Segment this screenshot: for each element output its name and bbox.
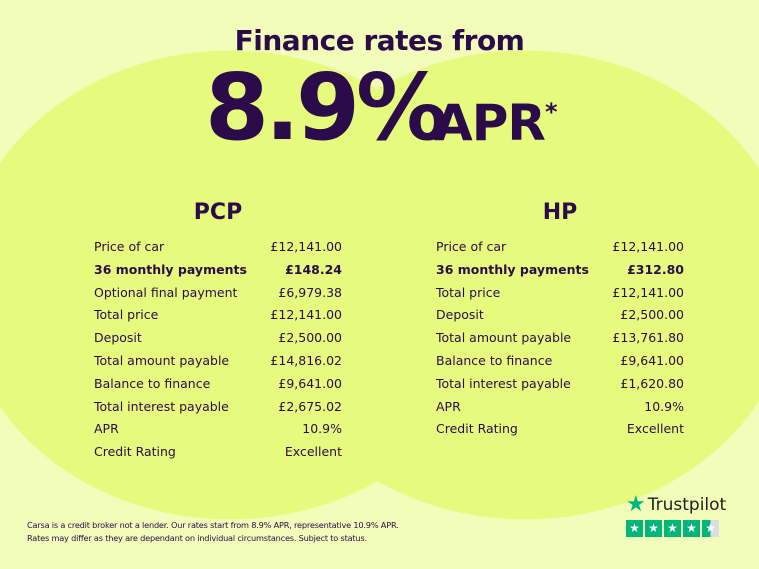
table-row: APR 10.9% (436, 396, 684, 419)
hp-rows: Price of car £12,141.00 36 monthly payment… (436, 236, 684, 441)
disclaimer: Carsa is a credit broker not a lender. O… (27, 519, 447, 544)
row-value: Excellent (626, 421, 684, 437)
row-label: Total price (94, 307, 159, 323)
row-label: Deposit (436, 307, 484, 323)
table-row: Balance to finance £9,641.00 (94, 373, 342, 396)
table-row: Price of car £12,141.00 (94, 236, 342, 259)
row-value: £14,816.02 (270, 352, 342, 368)
trustpilot-badge: ★ Trustpilot ★ ★ ★ ★ ★ (626, 494, 736, 537)
row-value: 10.9% (302, 421, 342, 437)
row-value: £9,641.00 (278, 375, 342, 391)
table-row: Optional final payment £6,979.38 (94, 282, 342, 305)
row-value: £12,141.00 (612, 284, 684, 300)
row-value: £2,500.00 (278, 330, 342, 346)
row-label: 36 monthly payments (436, 261, 589, 277)
row-label: Total interest payable (436, 375, 571, 391)
trustpilot-logo: ★ Trustpilot (626, 494, 736, 516)
row-label: Balance to finance (436, 352, 553, 368)
trustpilot-star-icon: ★ (626, 492, 646, 517)
table-row: Price of car £12,141.00 (436, 236, 684, 259)
row-label: APR (94, 421, 119, 437)
disclaimer-line-2: Rates may differ as they are dependant o… (27, 532, 367, 543)
row-label: Total interest payable (94, 398, 229, 414)
rating-star-icon: ★ (645, 520, 662, 537)
rating-star-icon: ★ (702, 520, 719, 537)
table-row: Balance to finance £9,641.00 (436, 350, 684, 373)
row-label: Price of car (94, 239, 165, 254)
pcp-title: PCP (193, 200, 243, 225)
row-value: £2,500.00 (620, 307, 684, 323)
table-row: Deposit £2,500.00 (94, 327, 342, 350)
asterisk: * (545, 98, 558, 126)
table-row: Total interest payable £2,675.02 (94, 396, 342, 419)
row-label: 36 monthly payments (94, 261, 247, 277)
row-value: £12,141.00 (612, 239, 684, 254)
table-row: 36 monthly payments £148.24 (94, 259, 342, 282)
hp-panel: HP Price of car £12,141.00 36 monthly paym… (436, 200, 684, 441)
row-label: Total amount payable (94, 352, 230, 368)
table-row: Total interest payable £1,620.80 (436, 373, 684, 396)
table-row: Deposit £2,500.00 (436, 304, 684, 327)
disclaimer-line-1: Carsa is a credit broker not a lender. O… (27, 520, 399, 530)
row-value: £13,761.80 (612, 330, 684, 346)
table-row: Credit Rating Excellent (94, 441, 342, 464)
row-label: Credit Rating (436, 421, 518, 437)
apr-label: APR (434, 94, 546, 152)
row-label: Price of car (436, 239, 507, 254)
row-label: Credit Rating (94, 444, 176, 460)
row-value: £6,979.38 (278, 284, 342, 300)
row-value: £12,141.00 (270, 307, 342, 323)
rating-star-icon: ★ (626, 520, 643, 537)
table-row: APR 10.9% (94, 418, 342, 441)
table-row: 36 monthly payments £312.80 (436, 259, 684, 282)
headline: Finance rates from (234, 24, 525, 57)
row-value: £312.80 (627, 261, 684, 277)
row-label: Optional final payment (94, 284, 238, 300)
table-row: Credit Rating Excellent (436, 418, 684, 441)
table-row: Total amount payable £14,816.02 (94, 350, 342, 373)
row-value: £9,641.00 (620, 352, 684, 368)
row-value: Excellent (284, 444, 342, 460)
hp-title: HP (542, 200, 578, 225)
rating-star-icon: ★ (683, 520, 700, 537)
trustpilot-name: Trustpilot (647, 495, 727, 515)
row-value: £148.24 (285, 261, 342, 277)
row-label: APR (436, 398, 461, 414)
trustpilot-rating: ★ ★ ★ ★ ★ (626, 520, 736, 537)
row-label: Deposit (94, 330, 142, 346)
table-row: Total amount payable £13,761.80 (436, 327, 684, 350)
pcp-panel: PCP Price of car £12,141.00 36 monthly pay… (94, 200, 342, 464)
row-value: £1,620.80 (620, 375, 684, 391)
table-row: Total price £12,141.00 (436, 282, 684, 305)
row-label: Total price (436, 284, 501, 300)
pcp-rows: Price of car £12,141.00 36 monthly payment… (94, 236, 342, 464)
row-label: Balance to finance (94, 375, 211, 391)
rate-value: 8.9% (205, 54, 448, 161)
row-value: 10.9% (644, 398, 684, 414)
row-value: £2,675.02 (278, 398, 342, 414)
row-value: £12,141.00 (270, 239, 342, 254)
table-row: Total price £12,141.00 (94, 304, 342, 327)
row-label: Total amount payable (436, 330, 572, 346)
rating-star-icon: ★ (664, 520, 681, 537)
